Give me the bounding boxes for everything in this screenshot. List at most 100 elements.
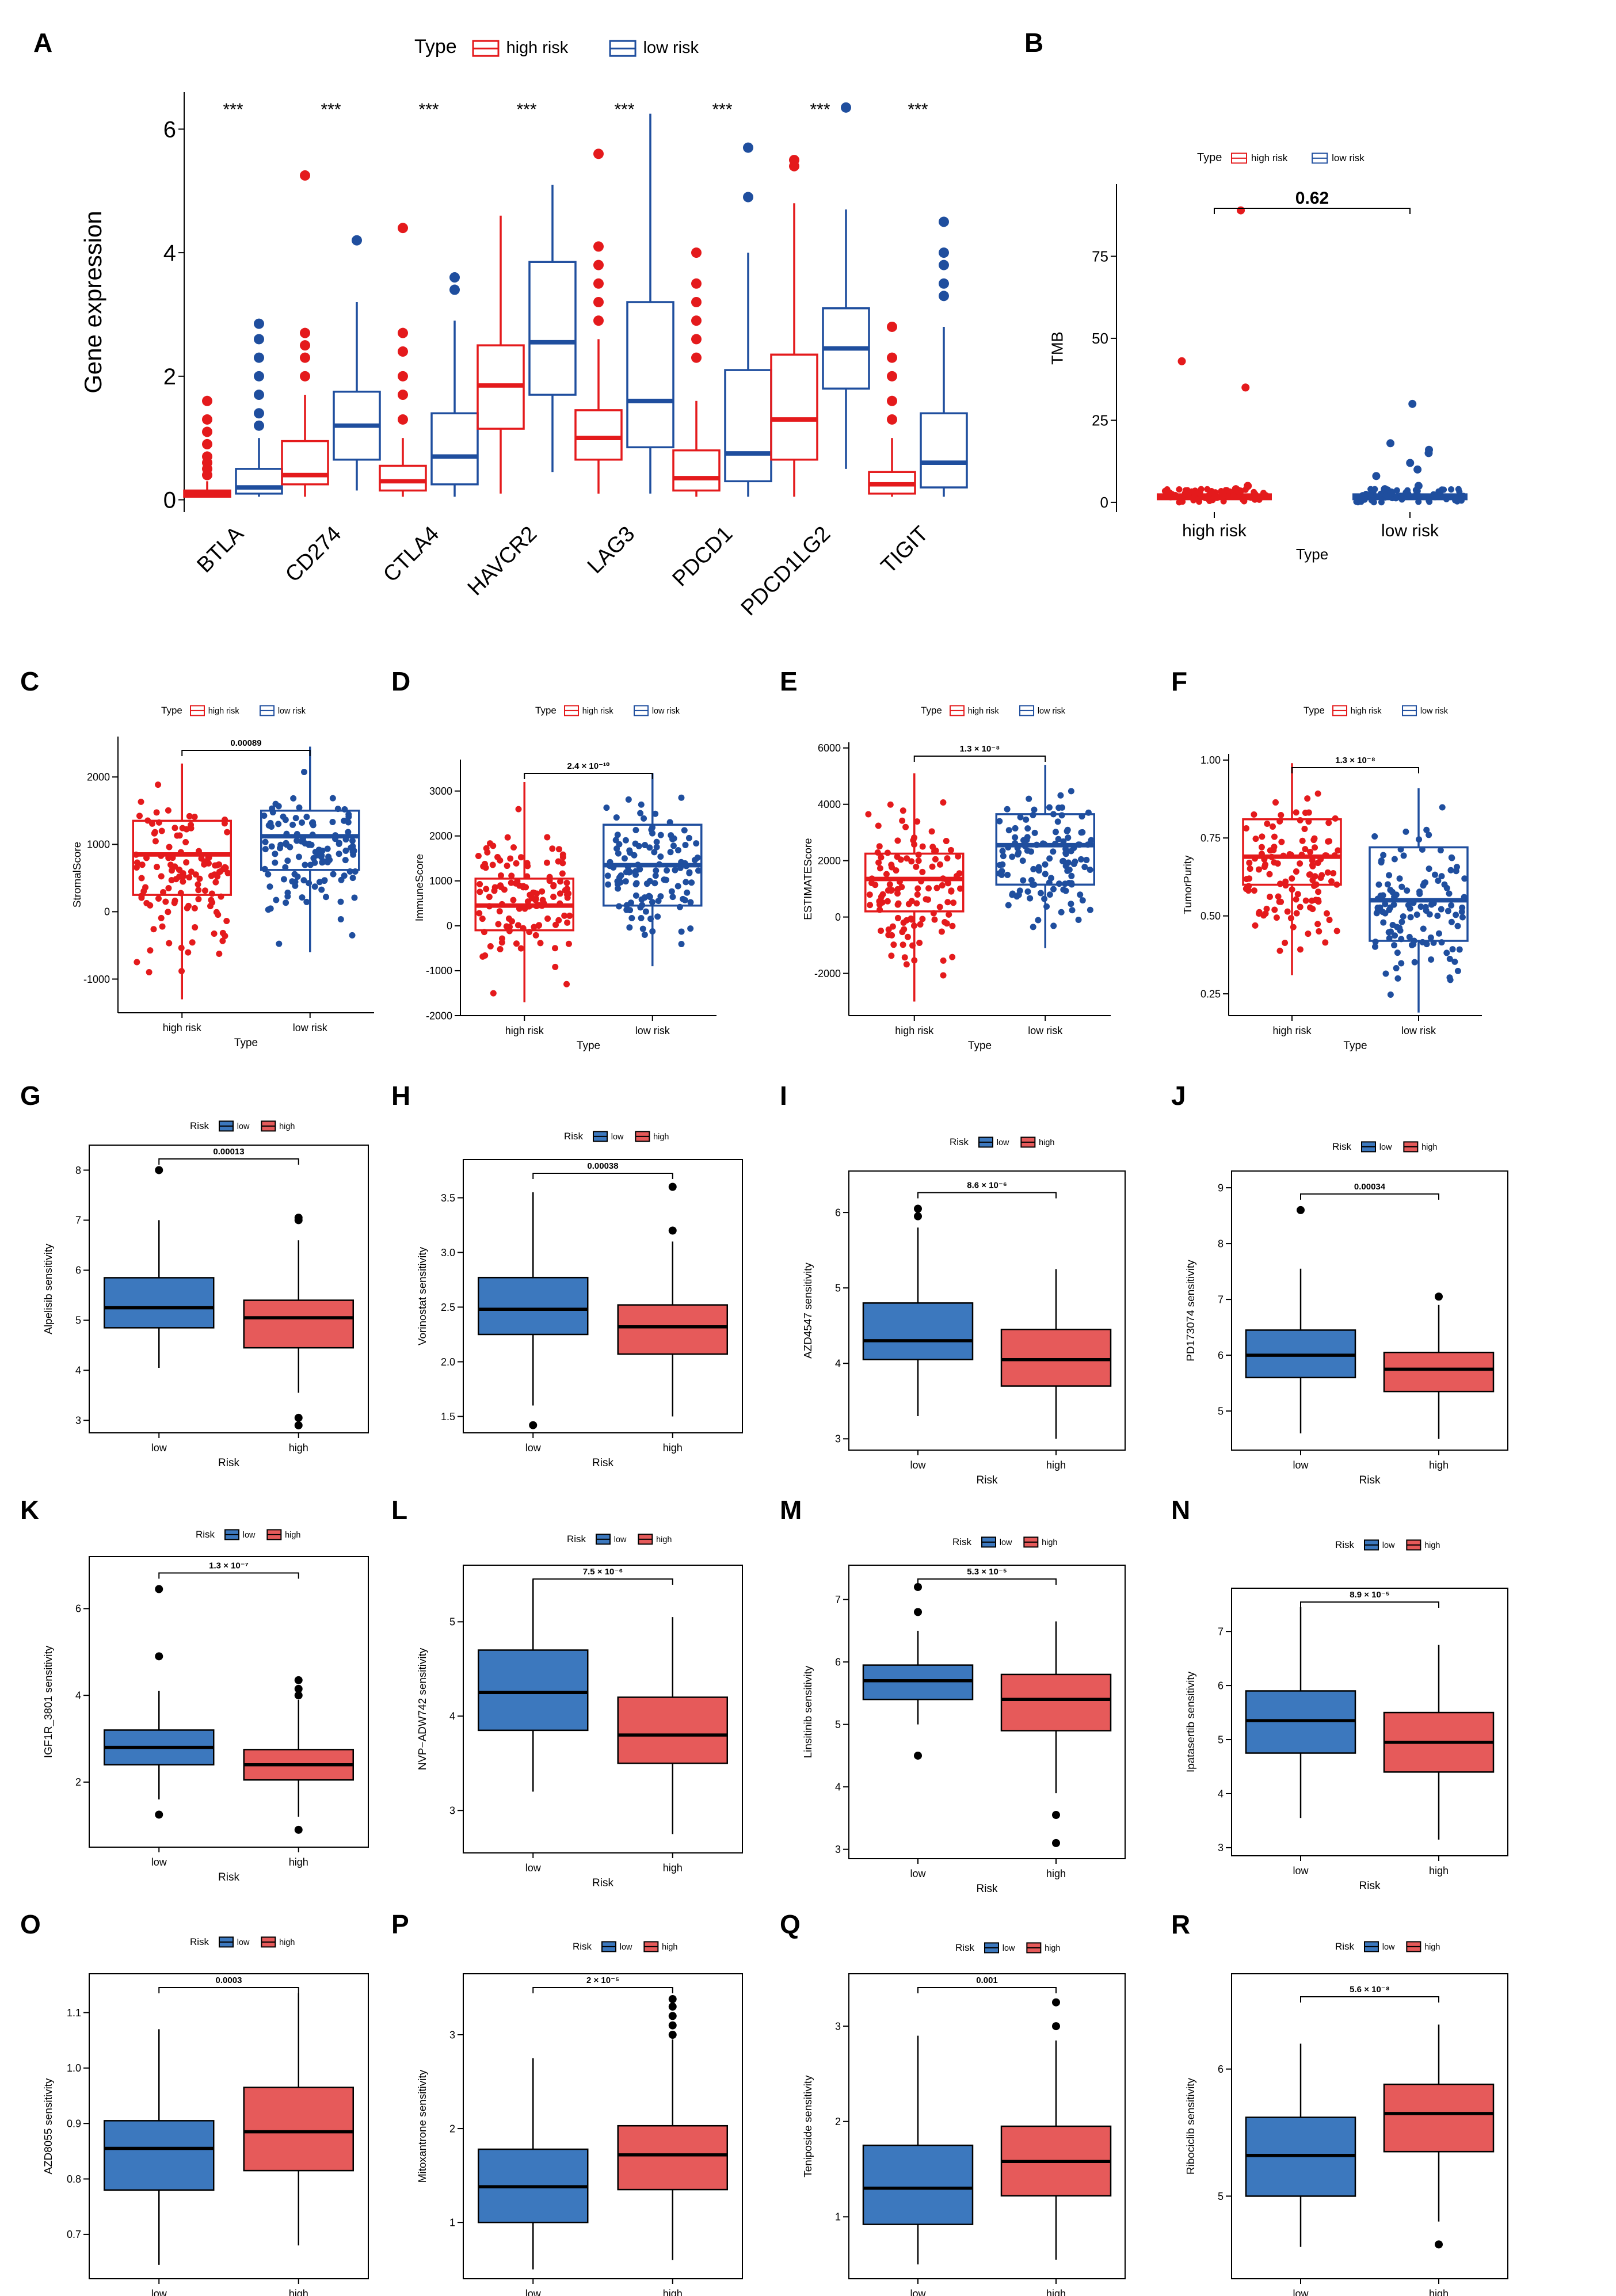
panel-label: D [391, 666, 410, 696]
data-point [513, 860, 520, 867]
data-point [668, 888, 675, 895]
data-point [1441, 881, 1448, 888]
data-point [1416, 836, 1423, 843]
data-point [280, 876, 287, 883]
data-point [566, 912, 573, 919]
y-tick-label: 75 [1092, 248, 1108, 265]
box [104, 1691, 215, 1800]
data-point [178, 944, 185, 951]
legend-label: high [662, 1943, 677, 1952]
legend-key-low-risk [1312, 152, 1328, 164]
data-point [687, 925, 694, 932]
data-point [1402, 828, 1409, 835]
data-point [201, 887, 208, 894]
data-point [1301, 825, 1308, 832]
panel-label: E [780, 666, 798, 696]
box [478, 1579, 589, 1792]
data-point [668, 832, 674, 839]
y-tick-label: -2000 [426, 1010, 452, 1021]
box [1245, 1268, 1356, 1433]
box-iqr [1242, 818, 1342, 886]
data-point [672, 867, 679, 874]
data-point [887, 801, 894, 808]
data-point [1068, 901, 1074, 907]
data-point [674, 883, 681, 890]
data-point [953, 873, 960, 880]
y-tick-label: 6 [1218, 1349, 1224, 1361]
data-point [195, 881, 201, 888]
data-point [294, 873, 301, 880]
legend-label: low risk [278, 707, 306, 716]
data-point [302, 861, 308, 868]
data-point [1042, 861, 1049, 868]
data-point [1290, 924, 1297, 930]
data-point [1394, 924, 1401, 930]
data-point [289, 878, 296, 885]
y-axis-title: ESTIMATEScore [802, 838, 814, 920]
panel-label: J [1171, 1081, 1186, 1111]
data-point [176, 866, 182, 873]
data-point [491, 884, 498, 891]
outlier-point [593, 260, 604, 270]
data-point [334, 806, 341, 813]
data-point [1448, 486, 1455, 493]
data-point [1258, 844, 1265, 850]
y-tick-label: 0.50 [1200, 910, 1221, 922]
data-point [143, 855, 150, 861]
data-point [549, 845, 556, 852]
box-iqr [1000, 1673, 1112, 1731]
outlier-point [398, 327, 408, 338]
data-point [670, 842, 677, 849]
legend-label: low [611, 1132, 624, 1142]
y-tick-label: 6 [835, 1656, 841, 1668]
data-point [1413, 490, 1420, 497]
data-point [196, 875, 203, 882]
legend-key-low [978, 1136, 993, 1148]
data-point [341, 872, 348, 879]
data-point [909, 942, 916, 949]
data-point [1087, 906, 1093, 913]
data-point [1289, 886, 1295, 893]
box-iqr [617, 2125, 728, 2191]
y-tick-label: 3 [1218, 1842, 1224, 1853]
box [1245, 1607, 1356, 1818]
data-point [1181, 490, 1188, 497]
data-point [1453, 495, 1460, 502]
legend-key-low [219, 1936, 234, 1948]
data-point [637, 810, 644, 817]
data-point [615, 850, 622, 857]
data-point [628, 914, 635, 921]
data-point [528, 895, 535, 902]
y-tick-label: 7 [1218, 1626, 1224, 1637]
data-point [516, 905, 523, 912]
data-point [1276, 818, 1283, 825]
box-iqr [243, 2087, 354, 2172]
p-value-label: 1.3 × 10⁻⁸ [960, 744, 1000, 754]
data-point [479, 916, 486, 922]
y-tick-label: 7 [1218, 1294, 1224, 1305]
data-point [649, 899, 655, 906]
outlier-point [294, 1676, 303, 1684]
y-axis-title: AZD4547 sensitivity [802, 1262, 814, 1358]
data-point [1167, 494, 1174, 501]
data-point [1456, 946, 1463, 953]
outlier-point [300, 352, 310, 363]
data-point [1375, 881, 1382, 888]
data-point [1195, 496, 1202, 503]
data-point [1398, 493, 1405, 500]
data-point [212, 879, 219, 886]
data-point [1305, 809, 1312, 816]
data-point [1309, 862, 1316, 869]
data-point [224, 869, 231, 876]
y-tick-label: 3 [835, 2020, 841, 2032]
data-point [910, 837, 917, 844]
y-tick-label: 4 [163, 241, 176, 266]
legend-label: high [656, 1535, 672, 1544]
box [104, 2029, 215, 2265]
data-point [933, 884, 940, 891]
data-point [914, 885, 921, 892]
data-point [1391, 942, 1398, 949]
data-point [1019, 857, 1026, 864]
data-point [337, 898, 344, 905]
data-point [1310, 837, 1317, 844]
